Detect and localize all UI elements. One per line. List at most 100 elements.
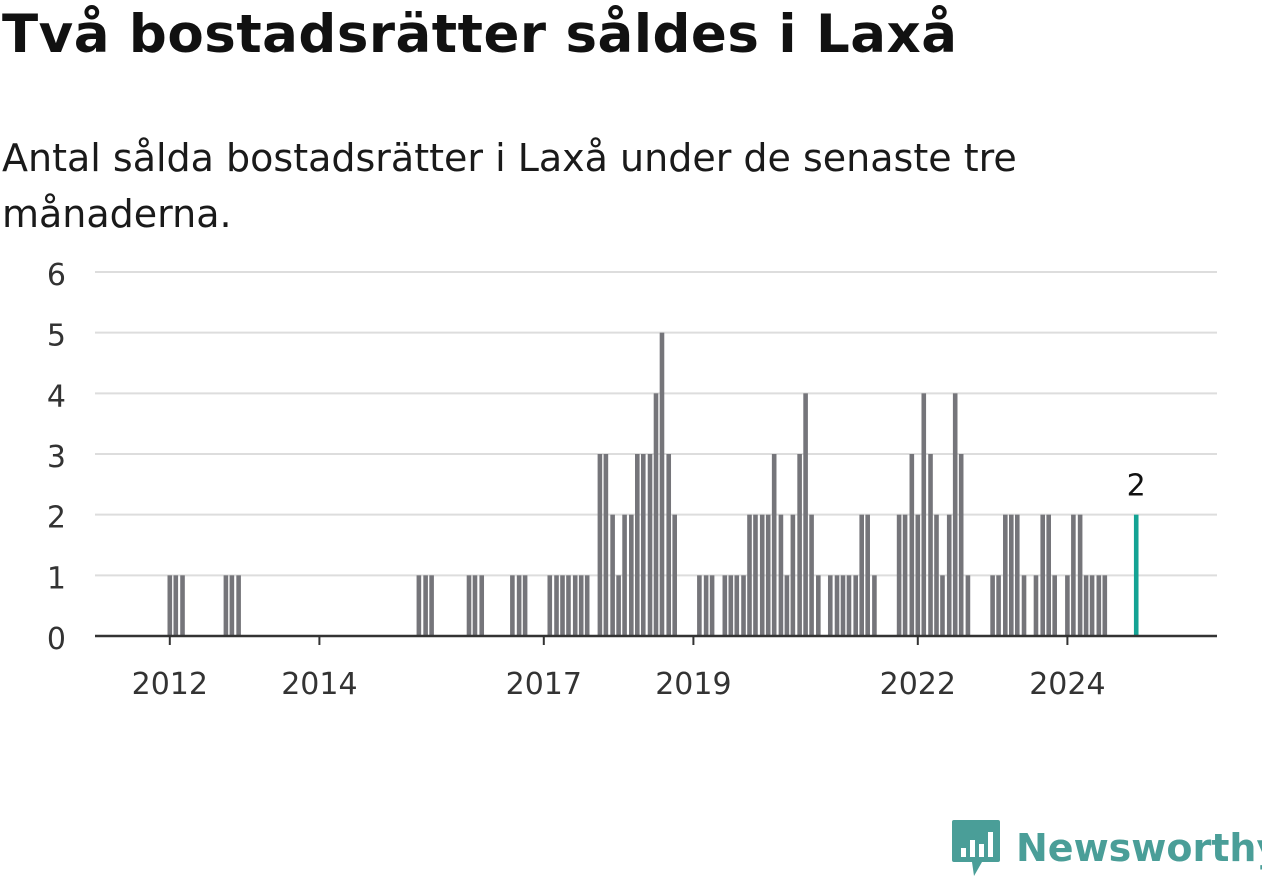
bar bbox=[578, 575, 584, 636]
bar bbox=[616, 575, 621, 636]
bar bbox=[753, 514, 758, 636]
bar bbox=[635, 454, 640, 636]
bar bbox=[1077, 514, 1083, 636]
bar bbox=[236, 575, 241, 636]
bar bbox=[416, 575, 422, 636]
bar bbox=[990, 575, 995, 636]
y-tick-label: 0 bbox=[47, 622, 66, 657]
bar bbox=[1014, 514, 1020, 636]
bar bbox=[167, 575, 173, 636]
x-tick-label: 2022 bbox=[880, 667, 956, 702]
bar bbox=[622, 514, 627, 636]
bar bbox=[741, 575, 746, 636]
bar bbox=[510, 575, 515, 636]
bar bbox=[934, 514, 939, 636]
bar bbox=[709, 575, 715, 636]
bar bbox=[423, 575, 428, 636]
bar bbox=[472, 575, 478, 636]
bar bbox=[566, 575, 571, 636]
bar bbox=[865, 514, 870, 636]
bar bbox=[928, 454, 933, 636]
bar bbox=[522, 575, 528, 636]
bar bbox=[554, 575, 559, 636]
bar bbox=[1033, 575, 1039, 636]
bar bbox=[640, 454, 646, 636]
bar bbox=[797, 454, 802, 636]
bar bbox=[1003, 514, 1008, 636]
bar bbox=[1065, 575, 1070, 636]
bar bbox=[223, 575, 229, 636]
x-axis-ticks: 2012 2014 2017 2019 2022 2024 bbox=[132, 636, 1106, 702]
bars bbox=[167, 332, 1139, 636]
bar bbox=[629, 514, 634, 636]
y-tick-label: 5 bbox=[47, 319, 66, 354]
bar bbox=[1021, 575, 1027, 636]
bar bbox=[1046, 514, 1051, 636]
bar bbox=[909, 454, 915, 636]
x-tick-label: 2019 bbox=[655, 667, 731, 702]
bar bbox=[672, 514, 677, 636]
bar bbox=[946, 514, 952, 636]
x-tick-label: 2017 bbox=[506, 667, 582, 702]
brand-name: Newsworthy bbox=[1016, 826, 1262, 870]
bar bbox=[229, 575, 235, 636]
bar bbox=[896, 514, 902, 636]
bar bbox=[952, 393, 958, 636]
bar bbox=[734, 575, 740, 636]
bar-latest bbox=[1133, 514, 1139, 636]
bar bbox=[965, 575, 971, 636]
bar bbox=[771, 454, 777, 636]
bar bbox=[1102, 575, 1108, 636]
x-tick-label: 2024 bbox=[1029, 667, 1105, 702]
chart-title: Två bostadsrätter såldes i Laxå bbox=[2, 4, 958, 65]
bar bbox=[572, 575, 578, 636]
x-tick-label: 2012 bbox=[132, 667, 208, 702]
newsworthy-logo: Newsworthy bbox=[950, 818, 1262, 878]
bar bbox=[597, 454, 603, 636]
bar bbox=[790, 514, 796, 636]
bar bbox=[1089, 575, 1095, 636]
bar bbox=[840, 575, 846, 636]
bar bbox=[666, 454, 672, 636]
bar bbox=[722, 575, 728, 636]
y-tick-label: 4 bbox=[47, 379, 66, 414]
bar bbox=[958, 454, 964, 636]
bar bbox=[902, 514, 908, 636]
bar bbox=[560, 575, 565, 636]
bar bbox=[859, 514, 864, 636]
bar bbox=[747, 514, 752, 636]
annotations: 2 bbox=[1127, 469, 1146, 504]
bar bbox=[429, 575, 434, 636]
bar bbox=[703, 575, 709, 636]
bar bbox=[853, 575, 859, 636]
y-tick-label: 1 bbox=[47, 561, 66, 596]
bar bbox=[466, 575, 472, 636]
bar bbox=[915, 514, 921, 636]
bar bbox=[784, 575, 790, 636]
bar bbox=[1040, 514, 1046, 636]
bar bbox=[765, 514, 771, 636]
bar bbox=[940, 575, 945, 636]
bar bbox=[697, 575, 702, 636]
bar bbox=[1071, 514, 1076, 636]
bar bbox=[846, 575, 852, 636]
bar bbox=[173, 575, 179, 636]
y-tick-label: 6 bbox=[47, 258, 66, 293]
bar bbox=[778, 514, 784, 636]
bar bbox=[816, 575, 821, 636]
y-tick-label: 3 bbox=[47, 440, 66, 475]
bar bbox=[659, 332, 665, 636]
bar bbox=[872, 575, 877, 636]
bar bbox=[1009, 514, 1014, 636]
chart-subtitle: Antal sålda bostadsrätter i Laxå under d… bbox=[2, 136, 1017, 236]
bar bbox=[996, 575, 1001, 636]
bar bbox=[647, 454, 653, 636]
bar bbox=[180, 575, 185, 636]
bar bbox=[479, 575, 485, 636]
bar bbox=[759, 514, 765, 636]
bar bbox=[1052, 575, 1057, 636]
latest-value-label: 2 bbox=[1127, 469, 1146, 504]
bar bbox=[1083, 575, 1089, 636]
x-tick-label: 2014 bbox=[281, 667, 357, 702]
